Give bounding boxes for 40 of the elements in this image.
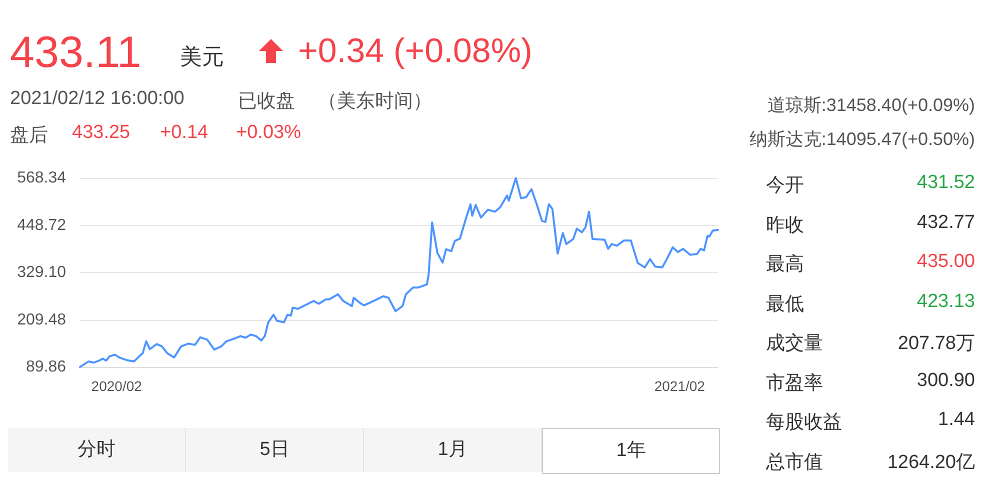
text: 成交量	[766, 332, 823, 356]
text: 433.11	[10, 28, 142, 78]
text: 美元	[180, 43, 224, 71]
text: 总市值	[766, 450, 823, 474]
text: 1年	[542, 428, 720, 474]
x-tick-label: 2021/02	[654, 378, 706, 394]
text: 432.77	[916, 212, 975, 234]
line-series	[79, 177, 719, 368]
text: 昨收	[766, 214, 804, 238]
text: 盘后	[10, 124, 48, 148]
text: +0.03%	[236, 122, 301, 144]
text: 433.25	[72, 122, 130, 144]
text: 423.13	[916, 290, 975, 312]
text: 435.00	[916, 251, 975, 273]
text: 分时	[8, 428, 186, 472]
text: （美东时间）	[318, 90, 432, 114]
text: 207.78万	[898, 332, 975, 356]
text: 今开	[766, 174, 804, 198]
y-tick-label: 89.86	[26, 358, 66, 376]
y-tick-label: 209.48	[17, 311, 66, 328]
y-tick-label: 568.34	[17, 170, 66, 186]
text: 已收盘	[238, 90, 295, 114]
text: 431.52	[916, 172, 975, 194]
y-tick-label: 448.72	[17, 216, 66, 234]
text: 道琼斯:31458.40(+0.09%)	[767, 94, 975, 117]
y-tick-label: 329.10	[17, 264, 66, 281]
text: 每股收益	[766, 411, 842, 435]
text: +0.14	[160, 122, 208, 144]
x-tick-label: 2020/02	[91, 378, 142, 394]
text: 纳斯达克:14095.47(+0.50%)	[749, 128, 975, 151]
text: 300.90	[916, 370, 975, 392]
text: 1月	[364, 428, 542, 472]
text: 最低	[766, 292, 804, 316]
text: +0.34 (+0.08%)	[298, 32, 532, 71]
text: 1264.20亿	[887, 450, 975, 474]
text: 市盈率	[766, 372, 823, 396]
text: 最高	[766, 253, 804, 277]
text: 1.44	[938, 409, 975, 431]
text: 5日	[186, 428, 364, 472]
text: 2021/02/12 16:00:00	[10, 88, 184, 110]
